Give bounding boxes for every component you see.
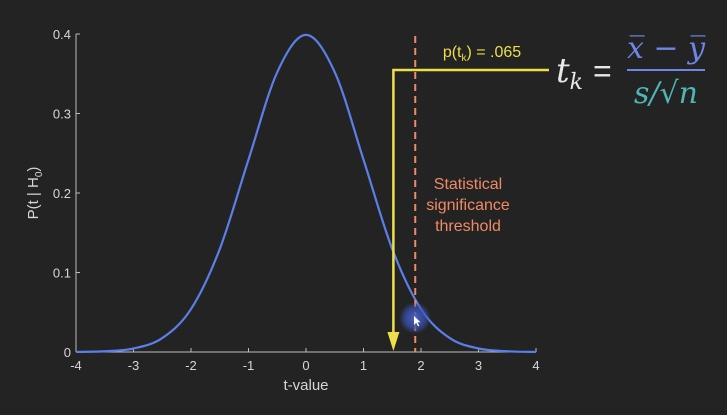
mouse-pointer-icon — [414, 316, 421, 327]
x-tick-label: 2 — [417, 358, 424, 373]
p-value-label: p(tk) = .065 — [443, 44, 521, 64]
x-tick-label: 1 — [360, 358, 367, 373]
x-tick-label: -2 — [185, 358, 197, 373]
y-ticks: 0 0.1 0.2 0.3 0.4 — [53, 27, 80, 360]
x-tick-label: -1 — [243, 358, 255, 373]
x-axis-label: t-value — [283, 377, 328, 394]
formula-denominator: s/√n — [634, 76, 698, 111]
t-statistic-formula: tk = x̅ − y̅ s/√n — [556, 31, 706, 111]
density-curve — [75, 33, 537, 354]
x-tick-label: 4 — [532, 358, 539, 373]
p-value-label-sub: k — [461, 53, 467, 64]
formula-equals: = — [593, 53, 612, 89]
x-tick-label: 0 — [302, 358, 309, 373]
y-axis-label-tail: ) — [25, 167, 42, 172]
y-tick-label: 0 — [64, 345, 71, 360]
p-value-label-prefix: p(t — [443, 44, 462, 61]
y-axis-label: P(t | H0) — [25, 167, 45, 220]
x-tick-label: -3 — [128, 358, 140, 373]
p-value-label-suffix: ) = .065 — [466, 44, 521, 61]
threshold-label: Statistical significance threshold — [426, 176, 510, 235]
x-tick-label: 3 — [475, 358, 482, 373]
threshold-label-line: Statistical — [434, 176, 502, 193]
y-tick-label: 0.3 — [53, 107, 71, 122]
x-tick-label: -4 — [70, 358, 82, 373]
formula-lhs: tk — [556, 51, 583, 95]
y-tick-label: 0.1 — [53, 266, 71, 281]
x-ticks: -4 -3 -2 -1 0 1 2 3 4 — [70, 348, 540, 373]
observed-t-arrowhead — [387, 332, 400, 351]
y-axis-label-sub: 0 — [34, 171, 45, 177]
y-tick-label: 0.4 — [53, 27, 71, 42]
formula-lhs-sub: k — [570, 70, 583, 95]
threshold-label-line: significance — [426, 197, 510, 214]
y-tick-label: 0.2 — [53, 186, 71, 201]
threshold-label-line: threshold — [435, 218, 501, 235]
formula-lhs-var: t — [556, 51, 570, 91]
formula-numerator: x̅ − y̅ — [627, 31, 706, 66]
y-axis-label-main: P(t | H — [25, 177, 42, 219]
observed-t-marker-line — [392, 68, 549, 334]
axes — [75, 34, 536, 353]
